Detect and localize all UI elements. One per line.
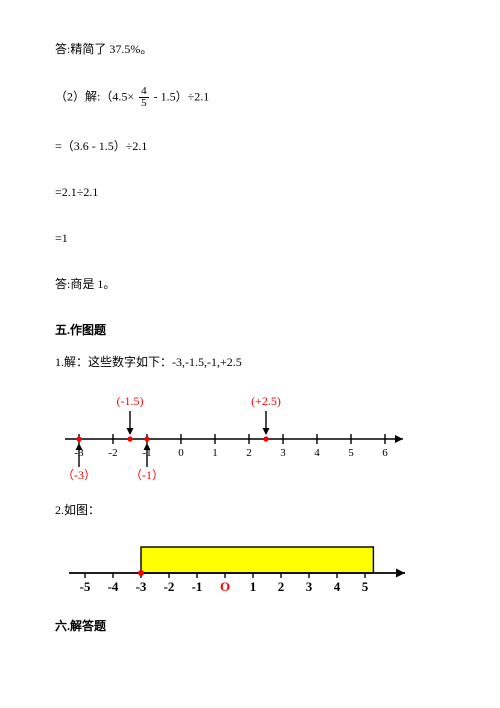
svg-text:-3: -3 [136, 579, 147, 594]
number-line-2: -5 -4 -3 -2 -1 O 1 2 3 4 5 [55, 537, 445, 597]
section-5-header: 五.作图题 [55, 321, 445, 339]
svg-text:-1: -1 [192, 579, 203, 594]
step-2: =（3.6 - 1.5）÷2.1 [55, 137, 445, 155]
q2-intro: 2.如图： [55, 501, 445, 519]
svg-text:3: 3 [280, 447, 286, 459]
section-6-header: 六.解答题 [55, 617, 445, 635]
svg-text:（-1）: （-1） [130, 468, 164, 481]
step-1-post: - 1.5）÷2.1 [154, 89, 210, 103]
number-line-1: -3-2-10123456(-1.5)(+2.5)（-3）（-1） [55, 389, 445, 481]
step-4: =1 [55, 229, 445, 247]
svg-text:-2: -2 [108, 447, 117, 459]
svg-text:-5: -5 [80, 579, 91, 594]
svg-text:（-3）: （-3） [62, 468, 96, 481]
svg-text:1: 1 [212, 447, 218, 459]
svg-text:6: 6 [382, 447, 388, 459]
svg-text:2: 2 [278, 579, 285, 594]
svg-text:5: 5 [348, 447, 354, 459]
answer-2: 答:商是 1。 [55, 275, 445, 293]
q1-intro: 1.解：这些数字如下：-3,-1.5,-1,+2.5 [55, 353, 445, 371]
svg-text:-4: -4 [108, 579, 119, 594]
svg-text:O: O [220, 579, 230, 594]
svg-text:1: 1 [250, 579, 257, 594]
step-1: （2）解:（4.5× 4 5 - 1.5）÷2.1 [55, 86, 445, 109]
svg-text:4: 4 [334, 579, 341, 594]
svg-text:4: 4 [314, 447, 320, 459]
step-3: =2.1÷2.1 [55, 183, 445, 201]
svg-text:(-1.5): (-1.5) [117, 394, 144, 408]
fraction-4-5: 4 5 [139, 86, 149, 109]
svg-text:5: 5 [362, 579, 369, 594]
answer-1: 答:精简了 37.5%。 [55, 40, 445, 58]
step-1-pre: （2）解:（4.5× [55, 89, 134, 103]
svg-text:3: 3 [306, 579, 313, 594]
svg-text:(+2.5): (+2.5) [251, 394, 281, 408]
fraction-denominator: 5 [139, 98, 149, 109]
svg-text:2: 2 [246, 447, 252, 459]
svg-text:-2: -2 [164, 579, 175, 594]
svg-text:0: 0 [178, 447, 184, 459]
